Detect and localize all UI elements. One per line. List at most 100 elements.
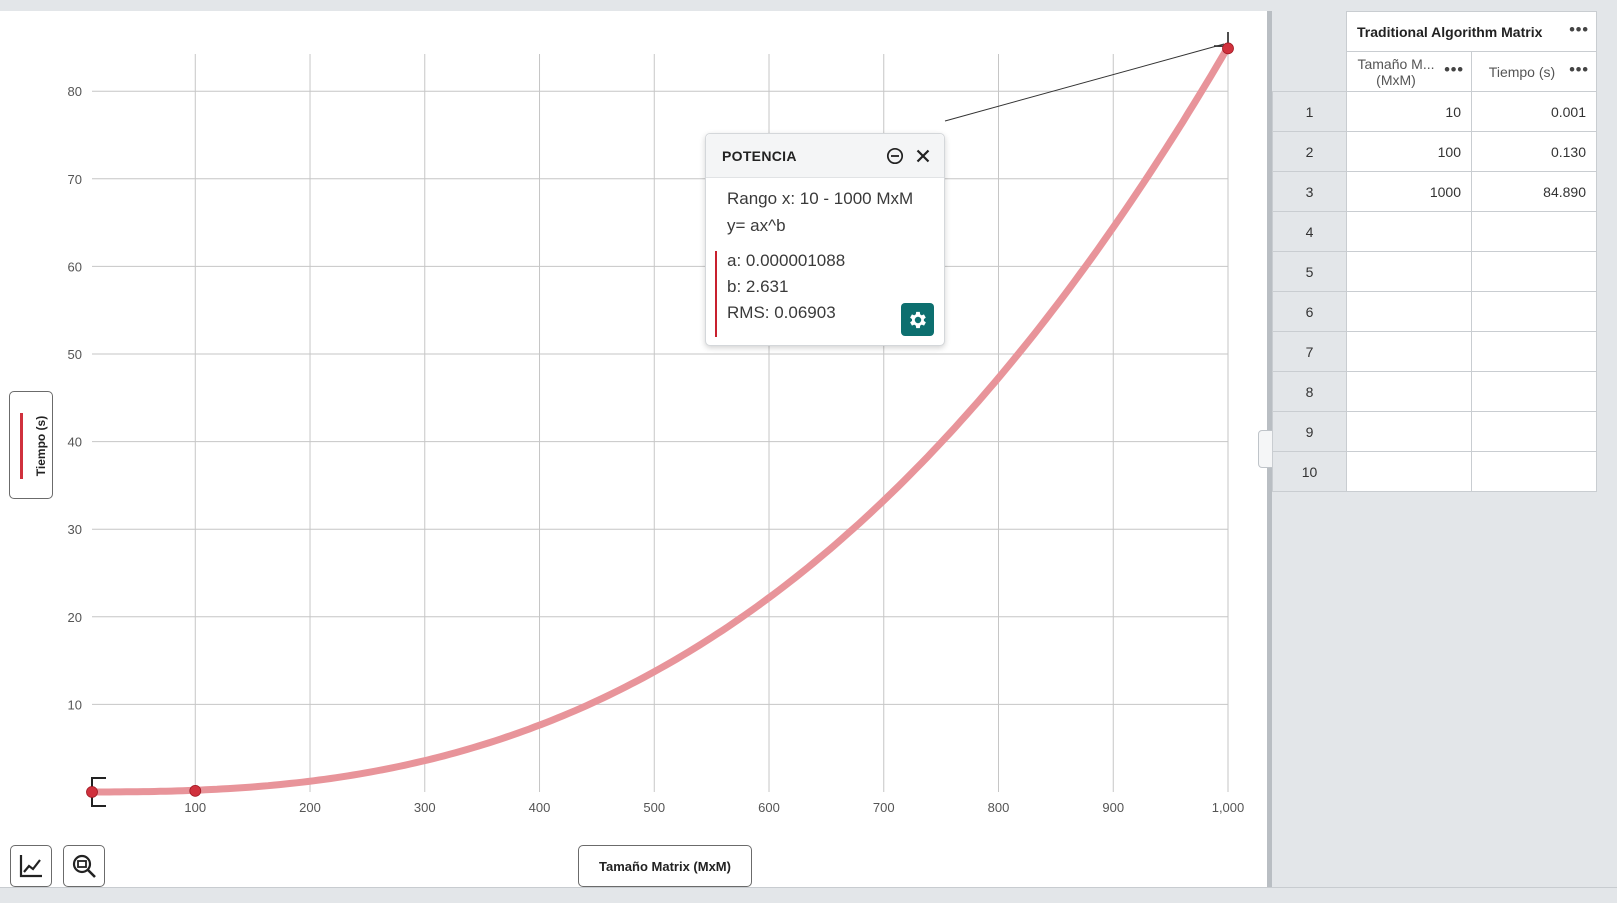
cell-y[interactable] <box>1471 411 1597 452</box>
y-tick-label: 70 <box>68 172 82 187</box>
x-tick-label: 400 <box>529 800 551 815</box>
row-index: 3 <box>1272 171 1347 212</box>
x-tick-label: 600 <box>758 800 780 815</box>
table-row[interactable]: 7 <box>1272 331 1597 372</box>
data-point <box>1222 42 1234 55</box>
fit-range: Rango x: 10 - 1000 MxM <box>727 189 914 208</box>
column-header-y-label: Tiempo (s) <box>1488 63 1556 80</box>
data-point <box>189 784 202 797</box>
row-index: 9 <box>1272 411 1347 452</box>
power-fit-curve <box>88 43 1232 796</box>
y-tick-label: 60 <box>68 259 82 274</box>
cell-x[interactable] <box>1346 331 1472 372</box>
row-index: 5 <box>1272 251 1347 292</box>
chart-plot[interactable]: 100 200 300 400 500 600 700 800 900 1,000 10 20 30 40… <box>0 11 1267 887</box>
row-index: 6 <box>1272 291 1347 332</box>
cell-y[interactable] <box>1471 371 1597 412</box>
gear-icon <box>909 311 926 328</box>
table-row[interactable]: 4 <box>1272 211 1597 252</box>
cell-y[interactable]: 84.890 <box>1471 171 1597 212</box>
column-header-y[interactable]: Tiempo (s) ••• <box>1471 51 1597 92</box>
table-title-cell[interactable]: Traditional Algorithm Matrix ••• <box>1346 11 1597 52</box>
popup-header: POTENCIA <box>706 134 944 178</box>
cell-y[interactable] <box>1471 251 1597 292</box>
bottom-bar <box>0 887 1617 903</box>
y-tick-label: 40 <box>68 435 82 450</box>
row-index: 2 <box>1272 131 1347 172</box>
row-index: 7 <box>1272 331 1347 372</box>
cell-x[interactable] <box>1346 211 1472 252</box>
graph-panel: 100 200 300 400 500 600 700 800 900 1,000 10 20 30 40… <box>0 11 1267 887</box>
popup-leader-line <box>944 43 1225 122</box>
y-tick-label: 30 <box>68 522 82 537</box>
table-row[interactable]: 8 <box>1272 371 1597 412</box>
fit-series-bar <box>715 251 717 337</box>
table-title: Traditional Algorithm Matrix <box>1357 23 1543 40</box>
curve-fit-popup[interactable]: POTENCIA Rango x: 10 - 1000 MxM y= ax^b … <box>705 133 945 346</box>
table-row[interactable]: 5 <box>1272 251 1597 292</box>
cell-y[interactable] <box>1471 331 1597 372</box>
zoom-fit-icon <box>72 854 96 878</box>
y-axis-label: Tiempo (s) <box>34 415 48 477</box>
x-tick-label: 200 <box>299 800 321 815</box>
row-index: 1 <box>1272 91 1347 132</box>
cell-y[interactable]: 0.130 <box>1471 131 1597 172</box>
table-row[interactable]: 3 1000 84.890 <box>1272 171 1597 212</box>
x-tick-label: 800 <box>988 800 1010 815</box>
y-axis-label-box[interactable]: Tiempo (s) <box>9 391 53 499</box>
row-index: 10 <box>1272 451 1347 492</box>
cell-x[interactable] <box>1346 291 1472 332</box>
cell-x[interactable] <box>1346 251 1472 292</box>
fit-param-a: a: 0.000001088 <box>727 251 846 270</box>
fit-settings-button[interactable] <box>901 303 934 336</box>
series-color-swatch <box>20 413 23 479</box>
cell-x[interactable] <box>1346 411 1472 452</box>
cell-x[interactable] <box>1346 371 1472 412</box>
x-tick-label: 500 <box>643 800 665 815</box>
cell-y[interactable] <box>1471 291 1597 332</box>
x-tick-label: 700 <box>873 800 895 815</box>
close-icon[interactable] <box>914 147 932 165</box>
table-corner <box>1272 51 1347 92</box>
more-dots-icon[interactable]: ••• <box>1569 21 1589 39</box>
x-axis-label: Tamaño Matrix (MxM) <box>599 858 731 874</box>
graph-tools-button[interactable] <box>10 845 52 887</box>
column-header-x-label: Tamaño M... (MxM) <box>1357 55 1435 88</box>
more-dots-icon[interactable]: ••• <box>1569 61 1589 79</box>
row-index: 4 <box>1272 211 1347 252</box>
cell-x[interactable]: 10 <box>1346 91 1472 132</box>
cell-x[interactable]: 100 <box>1346 131 1472 172</box>
x-axis-label-box[interactable]: Tamaño Matrix (MxM) <box>578 845 752 887</box>
minus-circle-icon[interactable] <box>886 147 904 165</box>
y-tick-label: 20 <box>68 610 82 625</box>
table-row[interactable]: 10 <box>1272 451 1597 492</box>
table-row[interactable]: 6 <box>1272 291 1597 332</box>
data-table: Traditional Algorithm Matrix ••• Tamaño … <box>1272 11 1597 492</box>
x-tick-label: 1,000 <box>1212 800 1245 815</box>
zoom-fit-button[interactable] <box>63 845 105 887</box>
table-corner <box>1272 11 1347 52</box>
table-row[interactable]: 2 100 0.130 <box>1272 131 1597 172</box>
fit-param-b: b: 2.631 <box>727 277 789 296</box>
top-bar <box>0 0 1617 11</box>
cell-x[interactable] <box>1346 451 1472 492</box>
cell-y[interactable] <box>1471 211 1597 252</box>
y-tick-label: 80 <box>68 84 82 99</box>
more-dots-icon[interactable]: ••• <box>1444 61 1464 79</box>
y-tick-label: 10 <box>68 697 82 712</box>
x-tick-label: 100 <box>184 800 206 815</box>
popup-title: POTENCIA <box>722 148 797 164</box>
table-row[interactable]: 1 10 0.001 <box>1272 91 1597 132</box>
column-header-x[interactable]: Tamaño M... (MxM) ••• <box>1346 51 1472 92</box>
x-tick-label: 900 <box>1102 800 1124 815</box>
table-row[interactable]: 9 <box>1272 411 1597 452</box>
cell-x[interactable]: 1000 <box>1346 171 1472 212</box>
fit-rms: RMS: 0.06903 <box>727 303 836 322</box>
fit-equation: y= ax^b <box>727 216 786 235</box>
y-tick-label: 50 <box>68 347 82 362</box>
cell-y[interactable]: 0.001 <box>1471 91 1597 132</box>
cell-y[interactable] <box>1471 451 1597 492</box>
row-index: 8 <box>1272 371 1347 412</box>
data-point <box>86 786 98 798</box>
x-tick-label: 300 <box>414 800 436 815</box>
